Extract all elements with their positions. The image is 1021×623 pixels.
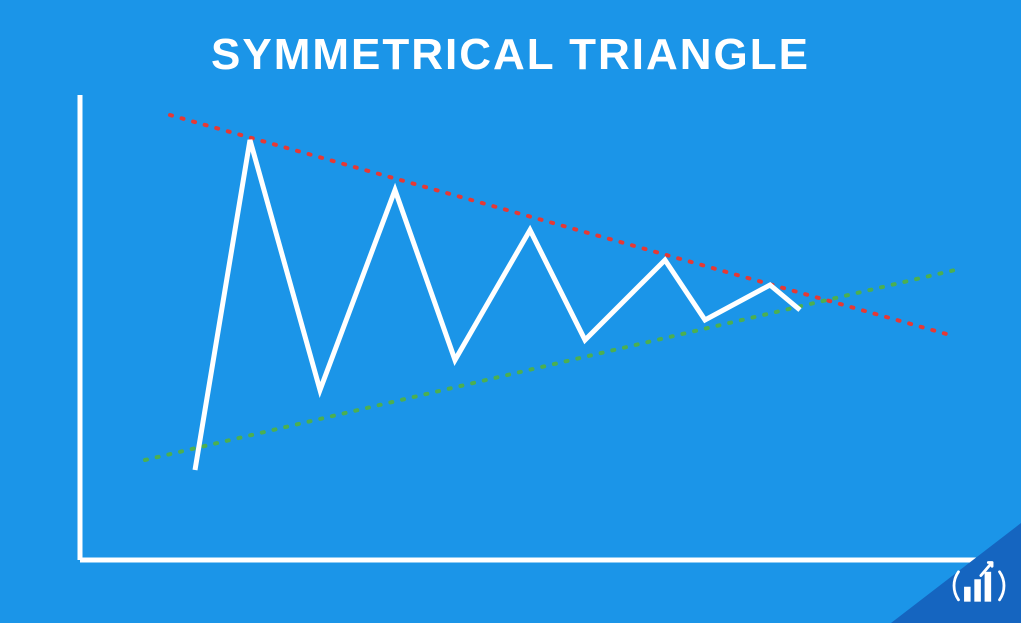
- upper-trendline: [170, 115, 950, 335]
- chart-svg: [0, 0, 1021, 623]
- lower-trendline: [145, 270, 955, 460]
- diagram-canvas: SYMMETRICAL TRIANGLE: [0, 0, 1021, 623]
- bar-chart-arrow-icon: [951, 555, 1007, 611]
- price-line: [195, 140, 800, 470]
